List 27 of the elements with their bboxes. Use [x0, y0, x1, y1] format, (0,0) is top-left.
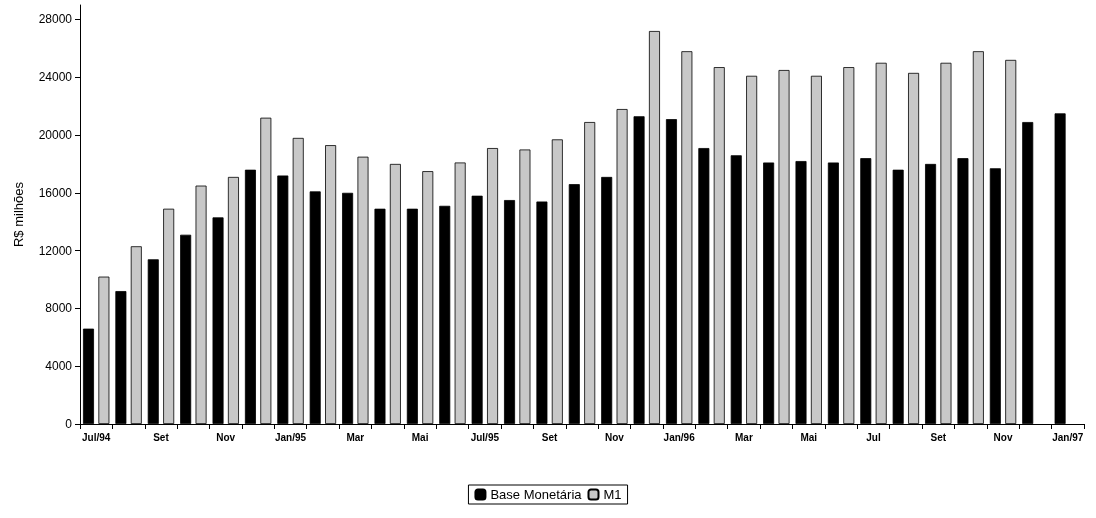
y-tick-label: 16000	[38, 185, 73, 200]
x-tick-label: Set	[153, 431, 170, 443]
x-tick-label: Nov	[993, 431, 1013, 443]
y-tick-label: 8000	[45, 301, 73, 316]
legend-label: M1	[603, 487, 622, 502]
x-tick-label: Mar	[346, 431, 365, 443]
x-tick-label: Jan/96	[663, 431, 696, 443]
y-tick-label: 0	[65, 417, 73, 431]
x-tick-label: Mai	[411, 431, 429, 443]
x-tick-label: Jul	[866, 431, 881, 443]
x-tick-label: Jul/94	[82, 431, 111, 443]
legend-label: Base Monetária	[490, 487, 583, 502]
x-tick-label: Nov	[604, 431, 625, 443]
y-tick-label: 4000	[45, 359, 73, 374]
x-tick-label: Set	[930, 431, 947, 443]
y-tick-label: 24000	[38, 70, 73, 85]
x-tick-label: Jan/97	[1052, 431, 1084, 443]
y-axis-title: R$ milhões	[11, 181, 26, 248]
x-tick-label: Jul/95	[470, 431, 500, 443]
x-tick-label: Mai	[800, 431, 818, 443]
x-tick-label: Nov	[216, 431, 236, 443]
y-tick-label: 20000	[38, 128, 73, 143]
x-tick-label: Jan/95	[274, 431, 307, 443]
x-tick-label: Set	[541, 431, 559, 443]
y-tick-label: 28000	[38, 12, 73, 27]
x-tick-label: Mar	[735, 431, 753, 443]
y-tick-label: 12000	[38, 243, 73, 258]
